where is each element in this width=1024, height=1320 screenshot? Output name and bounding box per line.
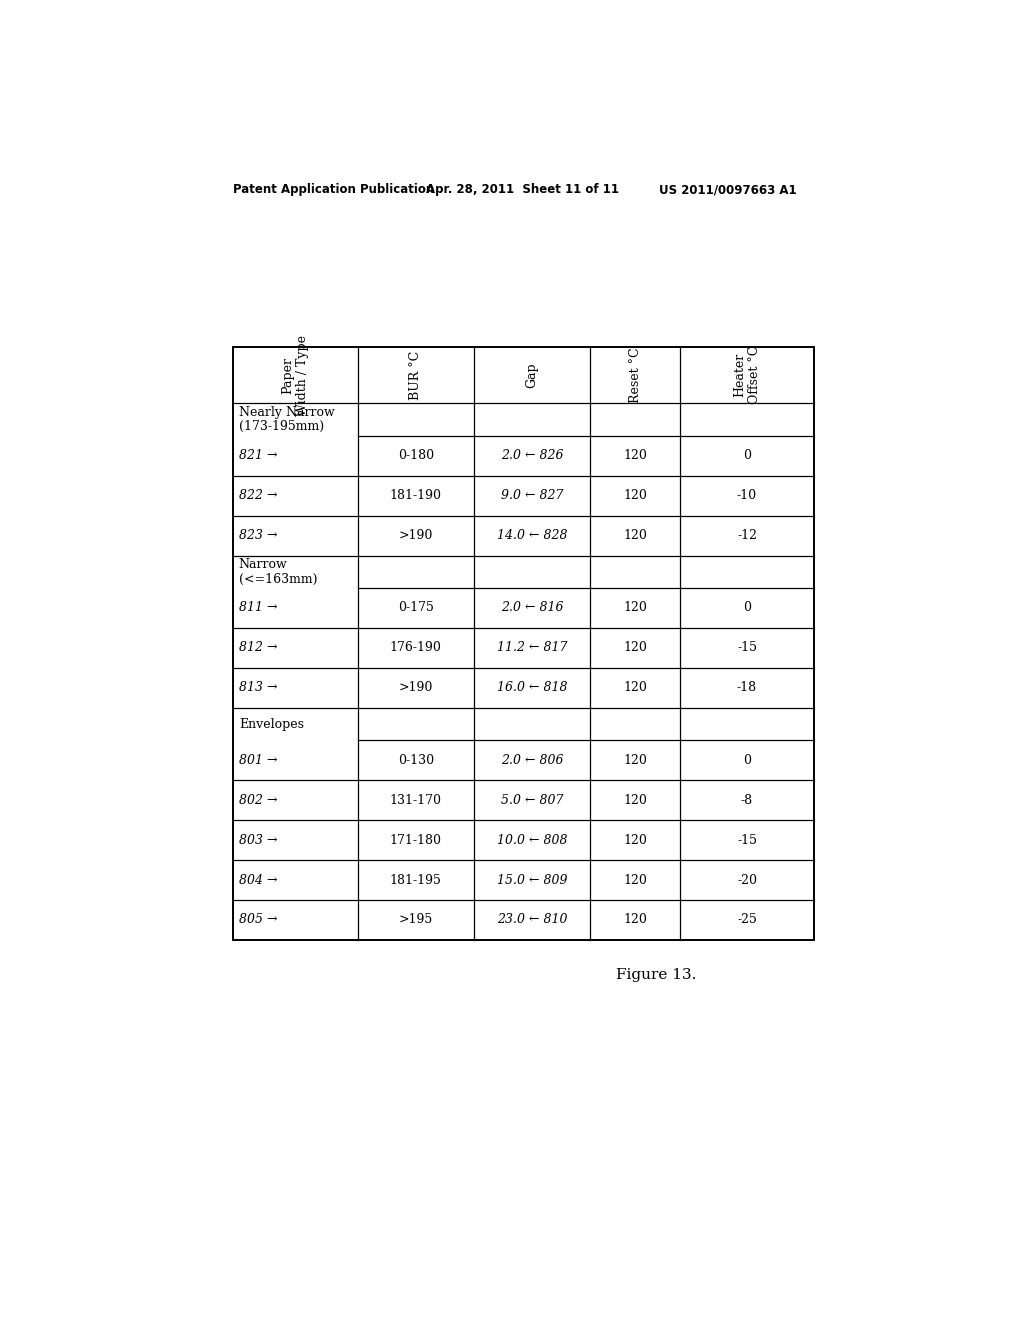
- Text: 0: 0: [743, 754, 751, 767]
- Text: -12: -12: [737, 529, 757, 543]
- Text: >190: >190: [398, 681, 433, 694]
- Text: 11.2 ← 817: 11.2 ← 817: [497, 642, 567, 655]
- Text: 120: 120: [624, 754, 647, 767]
- Text: 176-190: 176-190: [390, 642, 441, 655]
- Text: Heater
Offset °C: Heater Offset °C: [733, 346, 761, 404]
- Text: 120: 120: [624, 834, 647, 846]
- Text: -15: -15: [737, 642, 757, 655]
- Text: Apr. 28, 2011  Sheet 11 of 11: Apr. 28, 2011 Sheet 11 of 11: [426, 183, 620, 197]
- Text: Nearly Narrow: Nearly Narrow: [239, 405, 335, 418]
- Text: 0-175: 0-175: [397, 602, 433, 614]
- Text: 120: 120: [624, 490, 647, 502]
- Text: 23.0 ← 810: 23.0 ← 810: [497, 913, 567, 927]
- Text: (<=163mm): (<=163mm): [239, 573, 317, 586]
- Text: 14.0 ← 828: 14.0 ← 828: [497, 529, 567, 543]
- Text: Reset °C: Reset °C: [629, 347, 642, 403]
- Text: -8: -8: [741, 793, 753, 807]
- Text: 10.0 ← 808: 10.0 ← 808: [497, 834, 567, 846]
- Text: 120: 120: [624, 874, 647, 887]
- Text: Narrow: Narrow: [239, 558, 288, 572]
- Text: 16.0 ← 818: 16.0 ← 818: [497, 681, 567, 694]
- Text: 120: 120: [624, 642, 647, 655]
- Text: 15.0 ← 809: 15.0 ← 809: [497, 874, 567, 887]
- Text: 0: 0: [743, 602, 751, 614]
- Text: 5.0 ← 807: 5.0 ← 807: [501, 793, 563, 807]
- Text: Patent Application Publication: Patent Application Publication: [232, 183, 434, 197]
- Text: 131-170: 131-170: [390, 793, 441, 807]
- Text: -15: -15: [737, 834, 757, 846]
- Text: 0-180: 0-180: [397, 449, 434, 462]
- Text: -25: -25: [737, 913, 757, 927]
- Text: 822 →: 822 →: [239, 490, 278, 502]
- Text: -18: -18: [737, 681, 757, 694]
- Text: 120: 120: [624, 681, 647, 694]
- Text: 181-195: 181-195: [390, 874, 441, 887]
- Text: >190: >190: [398, 529, 433, 543]
- Text: 181-190: 181-190: [390, 490, 441, 502]
- Text: 801 →: 801 →: [239, 754, 278, 767]
- Text: 802 →: 802 →: [239, 793, 278, 807]
- Text: 0-130: 0-130: [397, 754, 434, 767]
- Text: -20: -20: [737, 874, 757, 887]
- Text: 811 →: 811 →: [239, 602, 278, 614]
- Text: 120: 120: [624, 529, 647, 543]
- Text: 120: 120: [624, 602, 647, 614]
- Text: -10: -10: [737, 490, 757, 502]
- Text: 2.0 ← 806: 2.0 ← 806: [501, 754, 563, 767]
- Text: 804 →: 804 →: [239, 874, 278, 887]
- Text: Envelopes: Envelopes: [239, 718, 304, 730]
- Text: 821 →: 821 →: [239, 449, 278, 462]
- Text: 171-180: 171-180: [390, 834, 441, 846]
- Text: 813 →: 813 →: [239, 681, 278, 694]
- Text: 120: 120: [624, 793, 647, 807]
- Text: 803 →: 803 →: [239, 834, 278, 846]
- Text: Gap: Gap: [525, 362, 539, 388]
- Text: 2.0 ← 816: 2.0 ← 816: [501, 602, 563, 614]
- Text: BUR °C: BUR °C: [410, 351, 422, 400]
- Text: US 2011/0097663 A1: US 2011/0097663 A1: [658, 183, 797, 197]
- Text: 120: 120: [624, 449, 647, 462]
- Text: 9.0 ← 827: 9.0 ← 827: [501, 490, 563, 502]
- Text: 120: 120: [624, 913, 647, 927]
- Text: >195: >195: [398, 913, 433, 927]
- Text: Figure 13.: Figure 13.: [616, 968, 696, 982]
- Bar: [232, 347, 814, 940]
- Text: 805 →: 805 →: [239, 913, 278, 927]
- Text: 2.0 ← 826: 2.0 ← 826: [501, 449, 563, 462]
- Text: Paper
Width / Type: Paper Width / Type: [282, 335, 309, 416]
- Text: 823 →: 823 →: [239, 529, 278, 543]
- Text: (173-195mm): (173-195mm): [239, 420, 324, 433]
- Text: 812 →: 812 →: [239, 642, 278, 655]
- Text: 0: 0: [743, 449, 751, 462]
